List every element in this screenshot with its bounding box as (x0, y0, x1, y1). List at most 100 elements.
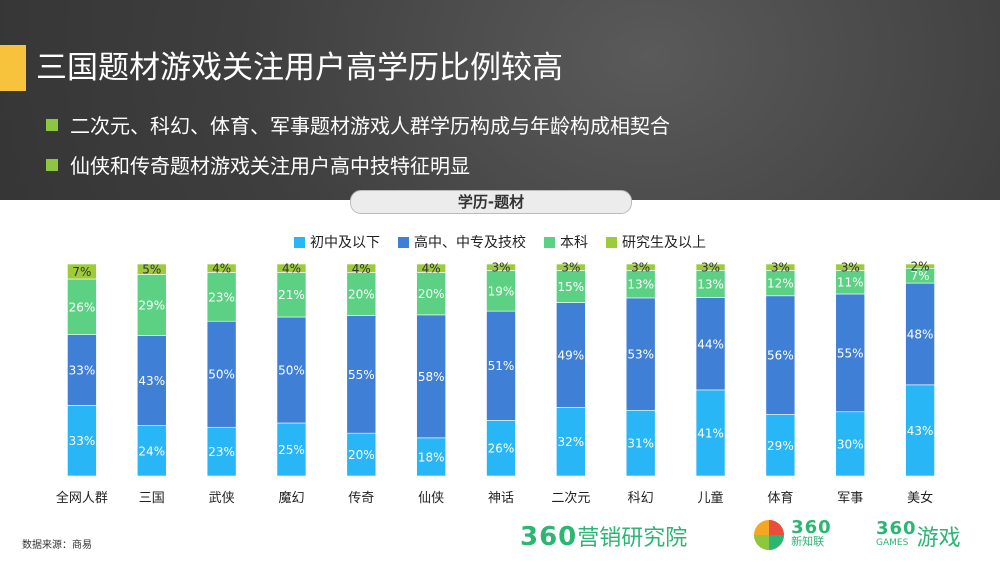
logo-text: 营销研究院 (577, 526, 688, 551)
bar-segment (136, 335, 167, 426)
category-label: 体育 (767, 490, 793, 506)
data-label: 29% (138, 298, 165, 312)
data-label: 4% (352, 262, 371, 276)
bar-segment (556, 263, 586, 271)
legend-item: 本科 (544, 232, 588, 252)
data-label: 33% (69, 364, 96, 378)
title-accent-bar (0, 45, 26, 91)
bar-segment (136, 263, 167, 275)
category-label: 全网人群 (56, 490, 108, 506)
bar-segment (416, 272, 446, 316)
data-label: 19% (488, 284, 515, 298)
category-label: 科幻 (628, 491, 654, 506)
category-label: 武侠 (209, 491, 235, 506)
logo-360-xinzhilian: 360 新知联 (752, 518, 832, 552)
bar-segment (765, 295, 796, 415)
bullet-1-text: 二次元、科幻、体育、军事题材游戏人群学历构成与年龄构成相契合 (70, 114, 670, 138)
data-label: 3% (841, 261, 860, 275)
chart-legend: 初中及以下 高中、中专及技校 本科 研究生及以上 (0, 232, 1000, 252)
legend-item: 初中及以下 (294, 232, 380, 252)
data-label: 25% (278, 443, 305, 457)
bar-segment (765, 263, 796, 271)
chart-title-pill: 学历-题材 (350, 190, 632, 214)
bar-segment (625, 263, 656, 271)
bar-segment (905, 263, 935, 269)
bar-segment (765, 270, 796, 297)
data-label: 44% (697, 337, 724, 351)
bar-segment (276, 316, 307, 424)
data-label: 24% (138, 444, 165, 458)
bar-segment (346, 432, 377, 477)
data-label: 56% (767, 349, 794, 363)
data-label: 30% (837, 437, 864, 451)
bullet-2: 仙侠和传奇题材游戏关注用户高中技特征明显 (46, 150, 470, 179)
bar-segment (695, 263, 726, 271)
data-label: 50% (278, 364, 305, 378)
data-label: 3% (491, 261, 510, 275)
bar-segment (206, 320, 237, 428)
bullet-2-text: 仙侠和传奇题材游戏关注用户高中技特征明显 (70, 154, 470, 178)
data-label: 5% (142, 263, 161, 277)
bar-segment (416, 314, 446, 439)
bar-segment (276, 272, 307, 318)
data-label: 55% (348, 368, 375, 382)
legend-swatch (606, 236, 617, 248)
data-label: 33% (69, 434, 96, 448)
colorful-ball-icon (754, 520, 784, 550)
data-label: 29% (767, 439, 794, 453)
bar-segment (416, 263, 446, 273)
bar-segment (835, 411, 866, 477)
bar-segment (346, 272, 377, 316)
data-label: 2% (911, 260, 930, 274)
data-label: 4% (212, 262, 231, 276)
bar-segment (556, 302, 586, 408)
data-label: 18% (418, 450, 445, 464)
data-label: 7% (911, 269, 930, 283)
logo-text: 游戏 (916, 526, 961, 551)
data-label: 32% (558, 435, 585, 449)
logo-sub: GAMES (876, 538, 909, 548)
legend-label: 初中及以下 (310, 235, 380, 251)
bar-segment (416, 437, 446, 477)
data-label: 3% (771, 261, 790, 275)
page-title: 三国题材游戏关注用户高学历比例较高 (36, 50, 563, 86)
data-label: 23% (208, 445, 235, 459)
bar-segment (625, 270, 656, 299)
logo-360-marketing: 360营销研究院 (520, 520, 687, 552)
category-label: 儿童 (698, 490, 724, 506)
data-label: 23% (208, 290, 235, 304)
legend-label: 高中、中专及技校 (414, 235, 526, 251)
data-label: 13% (627, 278, 654, 292)
category-label: 二次元 (551, 490, 590, 506)
data-label: 12% (767, 277, 794, 291)
bar-segment (695, 269, 726, 298)
legend-item: 研究生及以上 (606, 232, 706, 252)
bar-segment (765, 414, 796, 477)
data-label: 26% (488, 442, 515, 456)
data-label: 50% (208, 368, 235, 382)
category-label: 神话 (488, 491, 514, 506)
data-label: 20% (348, 448, 375, 462)
logo-number: 360 (520, 522, 578, 552)
bullet-square-icon (46, 158, 58, 171)
bar-segment (835, 293, 866, 413)
data-label: 3% (561, 261, 580, 275)
legend-item: 高中、中专及技校 (398, 232, 526, 252)
bar-segment (625, 297, 656, 411)
bar-segment (276, 263, 307, 273)
bar-segment (695, 389, 726, 477)
bar-segment (486, 310, 516, 421)
data-label: 49% (558, 349, 585, 363)
data-label: 43% (138, 374, 165, 388)
bar-segment (67, 405, 97, 477)
data-label: 4% (422, 262, 441, 276)
data-label: 20% (418, 287, 445, 301)
bullet-1: 二次元、科幻、体育、军事题材游戏人群学历构成与年龄构成相契合 (46, 110, 670, 139)
bar-segment (206, 263, 237, 273)
logo-360-games: 360 GAMES 游戏 (876, 520, 961, 552)
bar-segment (136, 274, 167, 336)
legend-label: 本科 (560, 235, 588, 251)
bar-segment (206, 426, 237, 477)
category-label: 美女 (907, 490, 933, 506)
bar-segment (67, 278, 97, 335)
